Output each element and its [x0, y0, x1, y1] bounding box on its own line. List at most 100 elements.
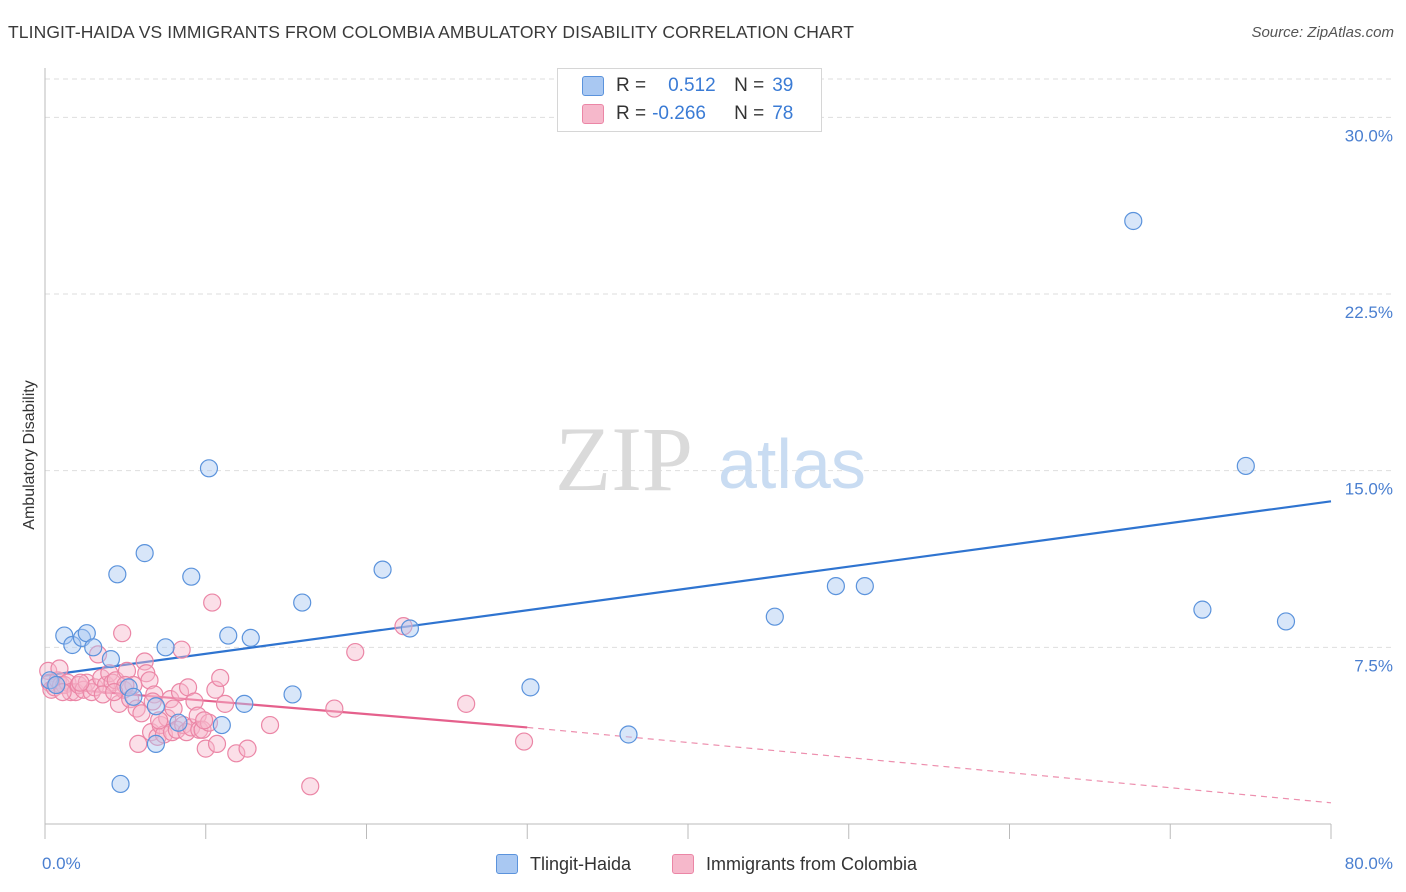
colombia-point — [195, 711, 214, 730]
legend-r-value: -0.266 — [652, 103, 706, 124]
legend-n-label: N = — [734, 75, 765, 96]
bottom-legend-tlingit: Tlingit-Haida — [496, 852, 631, 876]
tlingit-point — [1276, 612, 1296, 631]
gridlines — [45, 78, 1392, 648]
x-tick-label: 0.0% — [42, 854, 81, 873]
bottom-legend-colombia: Immigrants from Colombia — [672, 852, 917, 876]
legend-n-value: 39 — [772, 75, 794, 96]
tlingit-point — [199, 459, 219, 478]
source-credit: Source: ZipAtlas.com — [1251, 24, 1394, 41]
tlingit-point — [146, 697, 166, 716]
series-colombia-points — [39, 593, 534, 796]
legend-n-value: 78 — [772, 103, 794, 124]
tlingit-point — [146, 734, 166, 754]
legend-r-label: R = — [616, 75, 647, 96]
colombia-point — [109, 694, 129, 713]
colombia-point — [211, 668, 230, 688]
tlingit-point — [84, 638, 103, 657]
watermark: ZIP atlas — [555, 408, 866, 510]
bottom-swatch-blue — [496, 854, 518, 874]
legend-swatch-blue — [582, 76, 604, 96]
colombia-point — [196, 739, 215, 758]
tlingit-point — [47, 675, 66, 695]
tlingit-point — [124, 687, 143, 706]
tlingit-point — [182, 567, 201, 586]
legend-r-label: R = — [616, 103, 647, 124]
tlingit-point — [235, 694, 254, 713]
colombia-point — [206, 680, 225, 699]
y-tick-label: 22.5% — [1345, 303, 1393, 322]
bottom-legend-label: Immigrants from Colombia — [706, 853, 918, 874]
chart-title: TLINGIT-HAIDA VS IMMIGRANTS FROM COLOMBI… — [8, 22, 854, 42]
tlingit-point — [400, 619, 420, 638]
colombia-point — [301, 777, 320, 796]
tlingit-point — [283, 685, 302, 704]
tlingit-point — [119, 678, 138, 697]
correlation-legend: R = 0.512 N = 39 R = -0.266 N = 78 — [557, 68, 822, 132]
tlingit-point — [1236, 456, 1255, 476]
axes — [44, 68, 1332, 839]
tlingit-point — [1124, 211, 1143, 231]
tlingit-point — [619, 725, 638, 744]
colombia-point — [53, 682, 72, 702]
colombia-point — [227, 744, 246, 763]
colombia-point — [150, 711, 169, 730]
series-tlingit-points — [40, 211, 1296, 794]
x-tick-label: 80.0% — [1345, 854, 1393, 873]
colombia-point — [325, 699, 344, 718]
legend-swatch-pink — [582, 104, 604, 124]
colombia-point — [193, 720, 212, 739]
tlingit-point — [156, 638, 175, 657]
colombia-point — [260, 715, 280, 735]
y-axis-label: Ambulatory Disability — [21, 380, 38, 529]
y-tick-label: 15.0% — [1345, 480, 1393, 499]
legend-row-tlingit: R = 0.512 N = 39 — [558, 73, 793, 99]
tlingit-point — [373, 560, 392, 579]
colombia-point — [172, 640, 191, 659]
axis-labels: 7.5% 15.0% 22.5% 30.0% 0.0% 80.0% Ambulatory D… — [21, 126, 1393, 873]
bottom-legend-label: Tlingit-Haida — [530, 853, 632, 874]
colombia-point — [346, 642, 365, 662]
tlingit-point — [212, 715, 231, 735]
legend-n-label: N = — [734, 103, 765, 124]
tlingit-point — [826, 576, 845, 596]
tlingit-point — [135, 544, 154, 563]
colombia-point — [203, 593, 222, 612]
legend-row-colombia: R = -0.266 N = 78 — [558, 101, 793, 127]
tlingit-point — [855, 576, 874, 596]
colombia-trend-extension — [527, 726, 1332, 804]
watermark-zip: ZIP — [555, 408, 693, 510]
tlingit-point — [765, 607, 784, 626]
colombia-point — [215, 694, 235, 713]
colombia-point — [162, 723, 182, 742]
colombia-point — [457, 694, 476, 713]
tlingit-point — [111, 774, 130, 794]
colombia-point — [71, 673, 90, 692]
colombia-point — [132, 704, 151, 723]
tlingit-point — [1193, 600, 1212, 619]
legend-r-value: 0.512 — [668, 75, 716, 96]
colombia-point — [93, 685, 112, 704]
colombia-point — [113, 624, 132, 643]
tlingit-point — [521, 678, 540, 697]
colombia-point — [514, 732, 534, 751]
colombia-point — [238, 739, 257, 758]
colombia-point — [129, 734, 148, 754]
colombia-point — [185, 692, 204, 711]
bottom-swatch-pink — [672, 854, 694, 874]
tlingit-point — [219, 626, 238, 645]
tlingit-point — [293, 593, 312, 612]
colombia-point — [105, 682, 124, 702]
tlingit-point — [169, 713, 188, 732]
colombia-point — [140, 671, 159, 690]
colombia-point — [164, 699, 183, 718]
tlingit-point — [101, 650, 121, 669]
tlingit-trend-line — [44, 500, 1332, 677]
tlingit-point — [241, 628, 260, 648]
y-tick-label: 30.0% — [1345, 126, 1393, 145]
tlingit-point — [63, 635, 82, 655]
y-tick-label: 7.5% — [1354, 656, 1393, 675]
colombia-point — [207, 734, 227, 754]
watermark-atlas: atlas — [718, 425, 866, 503]
